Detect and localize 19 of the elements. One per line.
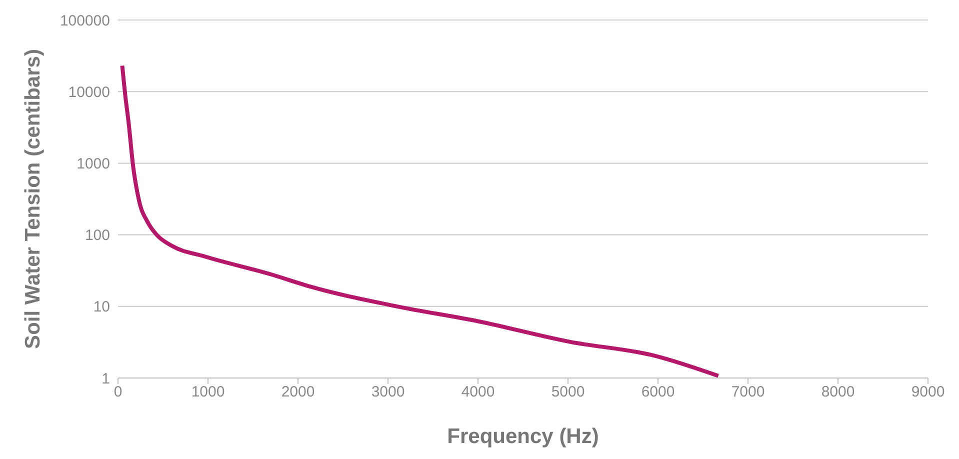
y-tick-label: 100000: [60, 12, 110, 30]
x-axis-title: Frequency (Hz): [447, 424, 599, 448]
y-tick-label: 100: [84, 227, 110, 244]
x-tick-label: 9000: [911, 384, 945, 401]
y-tick-label: 1000: [76, 156, 110, 173]
x-tick-label: 0: [114, 384, 122, 401]
y-tick-label: 10000: [68, 84, 110, 101]
x-tick-label: 2000: [281, 384, 315, 401]
x-tick-label: 8000: [821, 384, 855, 401]
x-tick-label: 7000: [731, 384, 765, 401]
x-tick-label: 5000: [551, 384, 585, 401]
x-tick-label: 1000: [191, 384, 225, 401]
y-tick-label: 1: [102, 370, 110, 388]
x-tick-label: 3000: [371, 384, 405, 401]
x-tick-label: 6000: [641, 384, 675, 401]
y-tick-label: 10: [93, 298, 110, 316]
line-series: [120, 64, 720, 378]
y-axis-title: Soil Water Tension (centibars): [21, 49, 44, 349]
x-tick-label: 4000: [461, 384, 495, 401]
